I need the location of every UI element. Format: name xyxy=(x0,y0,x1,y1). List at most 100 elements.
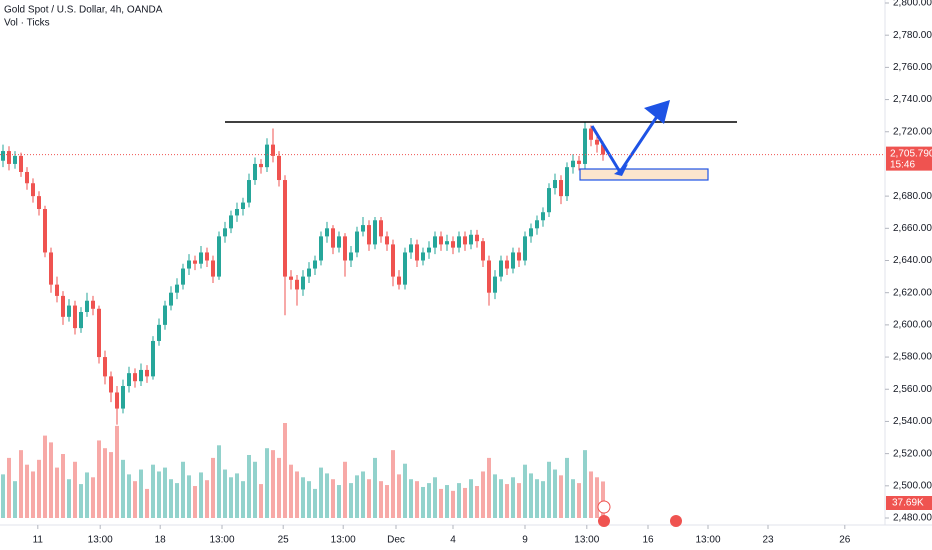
y-tick-label: 2,720.000 xyxy=(893,126,932,137)
candle-body xyxy=(247,180,251,203)
volume-bar xyxy=(301,477,305,518)
x-tick-label: 9 xyxy=(522,535,528,546)
volume-bar xyxy=(79,484,83,518)
candle-body xyxy=(415,244,419,261)
candle-body xyxy=(541,212,545,221)
candle-body xyxy=(271,144,275,156)
y-tick-label: 2,540.000 xyxy=(893,416,932,427)
volume-bar xyxy=(511,477,515,518)
volume-bar xyxy=(325,473,329,518)
volume-bar xyxy=(439,488,443,518)
x-tick-label: 4 xyxy=(450,535,456,546)
volume-bar xyxy=(349,483,353,518)
volume-bar xyxy=(25,464,29,518)
event-icon[interactable] xyxy=(597,500,611,514)
arrow-joint xyxy=(614,164,628,176)
candle-body xyxy=(439,236,443,245)
volume-bar xyxy=(61,454,65,518)
volume-bar xyxy=(415,481,419,518)
candle-body xyxy=(67,305,71,317)
candle-body xyxy=(577,160,581,164)
candle-body xyxy=(517,252,521,261)
candle-body xyxy=(427,247,431,253)
candle-body xyxy=(367,225,371,245)
candle-body xyxy=(475,234,479,242)
volume-bar xyxy=(121,459,125,518)
volume-bar xyxy=(601,481,605,518)
candle-body xyxy=(283,180,287,277)
volume-bar xyxy=(37,459,41,518)
candle-body xyxy=(31,183,35,197)
volume-bar xyxy=(283,423,287,518)
volume-bar xyxy=(313,488,317,518)
volume-bar xyxy=(463,487,467,518)
volume-bar xyxy=(295,471,299,518)
candle-body xyxy=(481,241,485,261)
volume-bar xyxy=(7,457,11,518)
candle-body xyxy=(265,144,269,168)
event-flag-icon[interactable] xyxy=(598,515,610,527)
x-tick-label: 13:00 xyxy=(209,535,234,546)
candle-body xyxy=(601,144,605,155)
volume-bar xyxy=(361,471,365,518)
volume-bar xyxy=(181,461,185,518)
candle-body xyxy=(373,220,377,245)
candle-body xyxy=(445,241,449,245)
volume-bar xyxy=(91,477,95,518)
candle-body xyxy=(157,324,161,341)
volume-bar xyxy=(211,457,215,518)
volume-bar xyxy=(589,471,593,518)
candle-body xyxy=(235,209,239,216)
candle-body xyxy=(319,236,323,261)
volume-bar xyxy=(289,464,293,518)
x-tick-label: 11 xyxy=(33,535,44,546)
volume-bar xyxy=(595,477,599,518)
volume-bar xyxy=(43,435,47,518)
volume-bar xyxy=(109,452,113,518)
volume-bar xyxy=(307,481,311,518)
candle-body xyxy=(379,220,383,237)
candle-body xyxy=(205,252,209,261)
volume-bar xyxy=(199,472,203,518)
candle-body xyxy=(85,300,89,312)
y-tick-label: 2,660.000 xyxy=(893,223,932,234)
candle-body xyxy=(121,386,125,409)
candle-body xyxy=(229,215,233,229)
candle-body xyxy=(349,252,353,261)
candle-body xyxy=(463,236,467,245)
candle-body xyxy=(49,252,53,285)
candle-body xyxy=(115,392,119,409)
candle-body xyxy=(295,279,299,290)
volume-bar xyxy=(385,485,389,518)
volume-bar xyxy=(277,457,281,518)
volume-bar xyxy=(445,485,449,518)
candle-body xyxy=(55,284,59,296)
y-tick-label: 2,620.000 xyxy=(893,287,932,298)
candle-body xyxy=(595,139,599,145)
candle-body xyxy=(337,236,341,248)
volume-bar xyxy=(235,473,239,518)
volume-bar xyxy=(529,473,533,518)
candle-body xyxy=(163,305,167,325)
volume-bar xyxy=(577,483,581,518)
candle-body xyxy=(25,171,29,184)
volume-bar xyxy=(133,481,137,518)
candle-body xyxy=(391,244,395,277)
volume-bar xyxy=(13,481,17,518)
chart-title: Gold Spot / U.S. Dollar, 4h, OANDA xyxy=(4,5,163,16)
volume-bar xyxy=(421,486,425,518)
volume-bar xyxy=(115,425,119,518)
arrow-head xyxy=(644,100,670,124)
candle-body xyxy=(571,160,575,168)
support-zone xyxy=(579,168,709,181)
volume-bar xyxy=(55,467,59,518)
x-tick-label: 13:00 xyxy=(88,535,113,546)
candle-body xyxy=(433,236,437,248)
candle-body xyxy=(547,188,551,213)
y-tick-label: 2,800.000 xyxy=(893,0,932,9)
volume-bar xyxy=(265,448,269,518)
volume-bar xyxy=(355,475,359,518)
event-flag-icon[interactable] xyxy=(670,515,682,527)
candle-body xyxy=(37,196,41,209)
